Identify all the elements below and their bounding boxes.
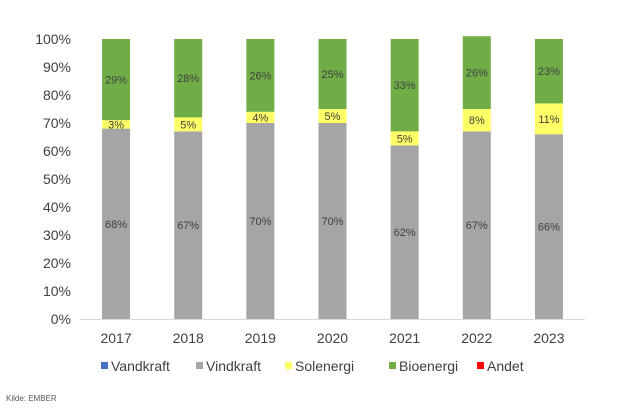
x-tick-label: 2021 bbox=[389, 330, 420, 346]
data-label-bioenergi: 28% bbox=[177, 73, 199, 85]
bar-bioenergi-2023 bbox=[534, 39, 563, 104]
data-label-solenergi: 5% bbox=[325, 111, 341, 123]
legend-swatch-solenergi bbox=[285, 362, 292, 369]
bar-vindkraft-2020 bbox=[318, 123, 347, 319]
data-label-solenergi: 3% bbox=[108, 119, 124, 131]
data-label-solenergi: 5% bbox=[180, 119, 196, 131]
bar-bioenergi-2021 bbox=[390, 39, 419, 132]
y-tick-label: 40% bbox=[43, 199, 71, 215]
bar-solenergi-2017 bbox=[102, 120, 131, 129]
data-label-bioenergi: 29% bbox=[105, 75, 127, 87]
data-label-bioenergi: 26% bbox=[249, 70, 271, 82]
source-note: Kilde: EMBER bbox=[6, 394, 57, 403]
bar-solenergi-2018 bbox=[174, 117, 203, 132]
x-tick-label: 2017 bbox=[100, 330, 131, 346]
bar-solenergi-2021 bbox=[390, 131, 419, 146]
y-tick-label: 50% bbox=[43, 171, 71, 187]
y-tick-label: 30% bbox=[43, 227, 71, 243]
y-tick-label: 80% bbox=[43, 87, 71, 103]
bar-bioenergi-2020 bbox=[318, 39, 347, 109]
data-label-vindkraft: 70% bbox=[249, 216, 271, 228]
legend-swatch-andet bbox=[477, 362, 484, 369]
data-label-bioenergi: 23% bbox=[538, 66, 560, 78]
bar-solenergi-2023 bbox=[534, 103, 563, 135]
bar-vindkraft-2021 bbox=[390, 145, 419, 319]
bar-bioenergi-2022 bbox=[462, 36, 491, 110]
y-tick-label: 60% bbox=[43, 143, 71, 159]
legend-swatch-vindkraft bbox=[196, 362, 203, 369]
data-label-solenergi: 5% bbox=[397, 133, 413, 145]
legend-label-bioenergi: Bioenergi bbox=[399, 358, 458, 374]
legend-label-solenergi: Solenergi bbox=[295, 358, 354, 374]
bar-vindkraft-2017 bbox=[102, 128, 131, 319]
x-tick-label: 2022 bbox=[461, 330, 492, 346]
bar-bioenergi-2018 bbox=[174, 39, 203, 118]
x-tick-label: 2018 bbox=[173, 330, 204, 346]
x-tick-label: 2023 bbox=[533, 330, 564, 346]
y-tick-label: 70% bbox=[43, 115, 71, 131]
y-tick-label: 100% bbox=[35, 31, 71, 47]
data-label-bioenergi: 26% bbox=[466, 68, 488, 80]
data-label-bioenergi: 25% bbox=[321, 69, 343, 81]
y-tick-label: 10% bbox=[43, 283, 71, 299]
legend-swatch-bioenergi bbox=[389, 362, 396, 369]
legend-label-vindkraft: Vindkraft bbox=[206, 358, 261, 374]
y-tick-label: 90% bbox=[43, 59, 71, 75]
data-label-vindkraft: 62% bbox=[394, 227, 416, 239]
x-tick-label: 2019 bbox=[245, 330, 276, 346]
legend-label-vandkraft: Vandkraft bbox=[111, 358, 170, 374]
data-label-solenergi: 8% bbox=[469, 115, 485, 127]
legend-swatch-vandkraft bbox=[101, 362, 108, 369]
bar-vindkraft-2018 bbox=[174, 131, 203, 319]
data-label-vindkraft: 67% bbox=[177, 220, 199, 232]
data-label-vindkraft: 67% bbox=[466, 220, 488, 232]
bar-bioenergi-2017 bbox=[102, 39, 131, 121]
data-label-solenergi: 11% bbox=[538, 114, 559, 126]
data-label-bioenergi: 33% bbox=[394, 80, 416, 92]
bar-solenergi-2020 bbox=[318, 109, 347, 123]
bar-vindkraft-2023 bbox=[534, 134, 563, 319]
data-label-solenergi: 4% bbox=[252, 112, 268, 124]
y-tick-label: 20% bbox=[43, 255, 71, 271]
data-label-vindkraft: 68% bbox=[105, 219, 127, 231]
bar-solenergi-2019 bbox=[246, 111, 275, 123]
data-label-vindkraft: 70% bbox=[321, 216, 343, 228]
data-label-vindkraft: 66% bbox=[538, 222, 560, 234]
x-tick-label: 2020 bbox=[317, 330, 348, 346]
y-tick-label: 0% bbox=[51, 311, 71, 327]
bar-solenergi-2022 bbox=[462, 109, 491, 132]
bar-vindkraft-2019 bbox=[246, 123, 275, 319]
bar-bioenergi-2019 bbox=[246, 39, 275, 112]
bar-vindkraft-2022 bbox=[462, 131, 491, 319]
legend-label-andet: Andet bbox=[487, 358, 524, 374]
